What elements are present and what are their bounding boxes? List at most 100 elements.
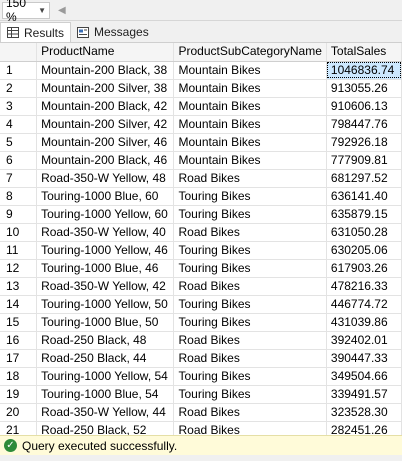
total-sales-cell[interactable]: 630205.06 (326, 241, 402, 260)
row-number[interactable]: 20 (0, 403, 38, 422)
subcategory-cell[interactable]: Mountain Bikes (173, 61, 327, 80)
tab-messages[interactable]: Messages (71, 22, 155, 42)
subcategory-cell[interactable]: Mountain Bikes (173, 133, 327, 152)
row-number[interactable]: 6 (0, 151, 38, 170)
product-name-cell[interactable]: Touring-1000 Yellow, 46 (36, 241, 175, 260)
product-name-cell[interactable]: Touring-1000 Blue, 46 (36, 259, 175, 278)
tab-results[interactable]: Results (0, 22, 72, 42)
subcategory-cell[interactable]: Touring Bikes (173, 367, 327, 386)
table-row[interactable]: 3 Mountain-200 Black, 42 Mountain Bikes 910… (0, 97, 402, 116)
row-number[interactable]: 14 (0, 295, 38, 314)
product-name-cell[interactable]: Road-350-W Yellow, 44 (36, 403, 175, 422)
table-row[interactable]: 8 Touring-1000 Blue, 60 Touring Bikes 63614… (0, 187, 402, 206)
subcategory-cell[interactable]: Touring Bikes (173, 313, 327, 332)
total-sales-cell[interactable]: 910606.13 (326, 97, 402, 116)
row-number[interactable]: 8 (0, 187, 38, 206)
total-sales-cell[interactable]: 792926.18 (326, 133, 402, 152)
total-sales-cell[interactable]: 390447.33 (326, 349, 402, 368)
product-name-cell[interactable]: Mountain-200 Silver, 42 (36, 115, 175, 134)
table-row[interactable]: 18 Touring-1000 Yellow, 54 Touring Bikes 34… (0, 367, 402, 386)
total-sales-cell[interactable]: 777909.81 (326, 151, 402, 170)
row-number[interactable]: 4 (0, 115, 38, 134)
subcategory-cell[interactable]: Road Bikes (173, 169, 327, 188)
subcategory-cell[interactable]: Mountain Bikes (173, 115, 327, 134)
total-sales-cell[interactable]: 282451.26 (326, 421, 402, 435)
row-number[interactable]: 11 (0, 241, 38, 260)
product-name-cell[interactable]: Mountain-200 Black, 42 (36, 97, 175, 116)
row-number[interactable]: 15 (0, 313, 38, 332)
row-number[interactable]: 2 (0, 79, 38, 98)
total-sales-cell[interactable]: 431039.86 (326, 313, 402, 332)
table-row[interactable]: 2 Mountain-200 Silver, 38 Mountain Bikes 91… (0, 79, 402, 98)
total-sales-cell[interactable]: 631050.28 (326, 223, 402, 242)
row-number[interactable]: 13 (0, 277, 38, 296)
row-number[interactable]: 19 (0, 385, 38, 404)
subcategory-cell[interactable]: Touring Bikes (173, 205, 327, 224)
total-sales-cell[interactable]: 681297.52 (326, 169, 402, 188)
scroll-left-icon[interactable]: ◀ (58, 4, 66, 16)
table-row[interactable]: 10 Road-350-W Yellow, 40 Road Bikes 631050.… (0, 223, 402, 242)
table-row[interactable]: 11 Touring-1000 Yellow, 46 Touring Bikes 63… (0, 241, 402, 260)
table-row[interactable]: 21 Road-250 Black, 52 Road Bikes 282451.26 (0, 421, 402, 435)
zoom-dropdown[interactable]: 150 % ▼ (2, 0, 50, 24)
product-name-cell[interactable]: Touring-1000 Blue, 60 (36, 187, 175, 206)
row-number[interactable]: 18 (0, 367, 38, 386)
row-number[interactable]: 3 (0, 97, 38, 116)
row-header-corner[interactable] (0, 43, 38, 62)
product-name-cell[interactable]: Touring-1000 Yellow, 60 (36, 205, 175, 224)
row-number[interactable]: 5 (0, 133, 38, 152)
subcategory-cell[interactable]: Road Bikes (173, 223, 327, 242)
row-number[interactable]: 16 (0, 331, 38, 350)
subcategory-cell[interactable]: Road Bikes (173, 349, 327, 368)
total-sales-cell[interactable]: 478216.33 (326, 277, 402, 296)
product-name-cell[interactable]: Road-350-W Yellow, 48 (36, 169, 175, 188)
table-row[interactable]: 6 Mountain-200 Black, 46 Mountain Bikes 777… (0, 151, 402, 170)
row-number[interactable]: 9 (0, 205, 38, 224)
total-sales-cell[interactable]: 446774.72 (326, 295, 402, 314)
row-number[interactable]: 7 (0, 169, 38, 188)
table-row[interactable]: 17 Road-250 Black, 44 Road Bikes 390447.33 (0, 349, 402, 368)
total-sales-cell[interactable]: 798447.76 (326, 115, 402, 134)
table-row[interactable]: 5 Mountain-200 Silver, 46 Mountain Bikes 79… (0, 133, 402, 152)
product-name-cell[interactable]: Touring-1000 Blue, 54 (36, 385, 175, 404)
total-sales-cell[interactable]: 349504.66 (326, 367, 402, 386)
table-row[interactable]: 9 Touring-1000 Yellow, 60 Touring Bikes 635… (0, 205, 402, 224)
table-row[interactable]: 7 Road-350-W Yellow, 48 Road Bikes 681297.5… (0, 169, 402, 188)
total-sales-cell[interactable]: 635879.15 (326, 205, 402, 224)
total-sales-cell[interactable]: 617903.26 (326, 259, 402, 278)
table-row[interactable]: 15 Touring-1000 Blue, 50 Touring Bikes 4310… (0, 313, 402, 332)
subcategory-cell[interactable]: Mountain Bikes (173, 79, 327, 98)
table-row[interactable]: 19 Touring-1000 Blue, 54 Touring Bikes 3394… (0, 385, 402, 404)
table-row[interactable]: 14 Touring-1000 Yellow, 50 Touring Bikes 44… (0, 295, 402, 314)
subcategory-cell[interactable]: Road Bikes (173, 421, 327, 435)
product-name-cell[interactable]: Road-350-W Yellow, 40 (36, 223, 175, 242)
product-name-cell[interactable]: Touring-1000 Yellow, 50 (36, 295, 175, 314)
product-name-cell[interactable]: Road-250 Black, 52 (36, 421, 175, 435)
subcategory-cell[interactable]: Road Bikes (173, 331, 327, 350)
product-name-cell[interactable]: Mountain-200 Black, 46 (36, 151, 175, 170)
table-row[interactable]: 16 Road-250 Black, 48 Road Bikes 392402.01 (0, 331, 402, 350)
product-name-cell[interactable]: Mountain-200 Silver, 38 (36, 79, 175, 98)
product-name-cell[interactable]: Road-250 Black, 44 (36, 349, 175, 368)
subcategory-cell[interactable]: Mountain Bikes (173, 151, 327, 170)
subcategory-cell[interactable]: Touring Bikes (173, 385, 327, 404)
table-row[interactable]: 12 Touring-1000 Blue, 46 Touring Bikes 6179… (0, 259, 402, 278)
total-sales-cell[interactable]: 1046836.74 (326, 61, 402, 80)
total-sales-cell[interactable]: 636141.40 (326, 187, 402, 206)
subcategory-cell[interactable]: Road Bikes (173, 403, 327, 422)
subcategory-cell[interactable]: Touring Bikes (173, 259, 327, 278)
table-row[interactable]: 4 Mountain-200 Silver, 42 Mountain Bikes 79… (0, 115, 402, 134)
table-row[interactable]: 13 Road-350-W Yellow, 42 Road Bikes 478216.… (0, 277, 402, 296)
table-row[interactable]: 1 Mountain-200 Black, 38 Mountain Bikes 104… (0, 61, 402, 80)
product-name-cell[interactable]: Road-350-W Yellow, 42 (36, 277, 175, 296)
row-number[interactable]: 21 (0, 421, 38, 435)
total-sales-cell[interactable]: 339491.57 (326, 385, 402, 404)
product-name-cell[interactable]: Touring-1000 Blue, 50 (36, 313, 175, 332)
table-row[interactable]: 20 Road-350-W Yellow, 44 Road Bikes 323528.… (0, 403, 402, 422)
product-name-cell[interactable]: Mountain-200 Silver, 46 (36, 133, 175, 152)
subcategory-cell[interactable]: Road Bikes (173, 277, 327, 296)
subcategory-cell[interactable]: Touring Bikes (173, 241, 327, 260)
subcategory-cell[interactable]: Touring Bikes (173, 295, 327, 314)
subcategory-cell[interactable]: Mountain Bikes (173, 97, 327, 116)
total-sales-cell[interactable]: 392402.01 (326, 331, 402, 350)
